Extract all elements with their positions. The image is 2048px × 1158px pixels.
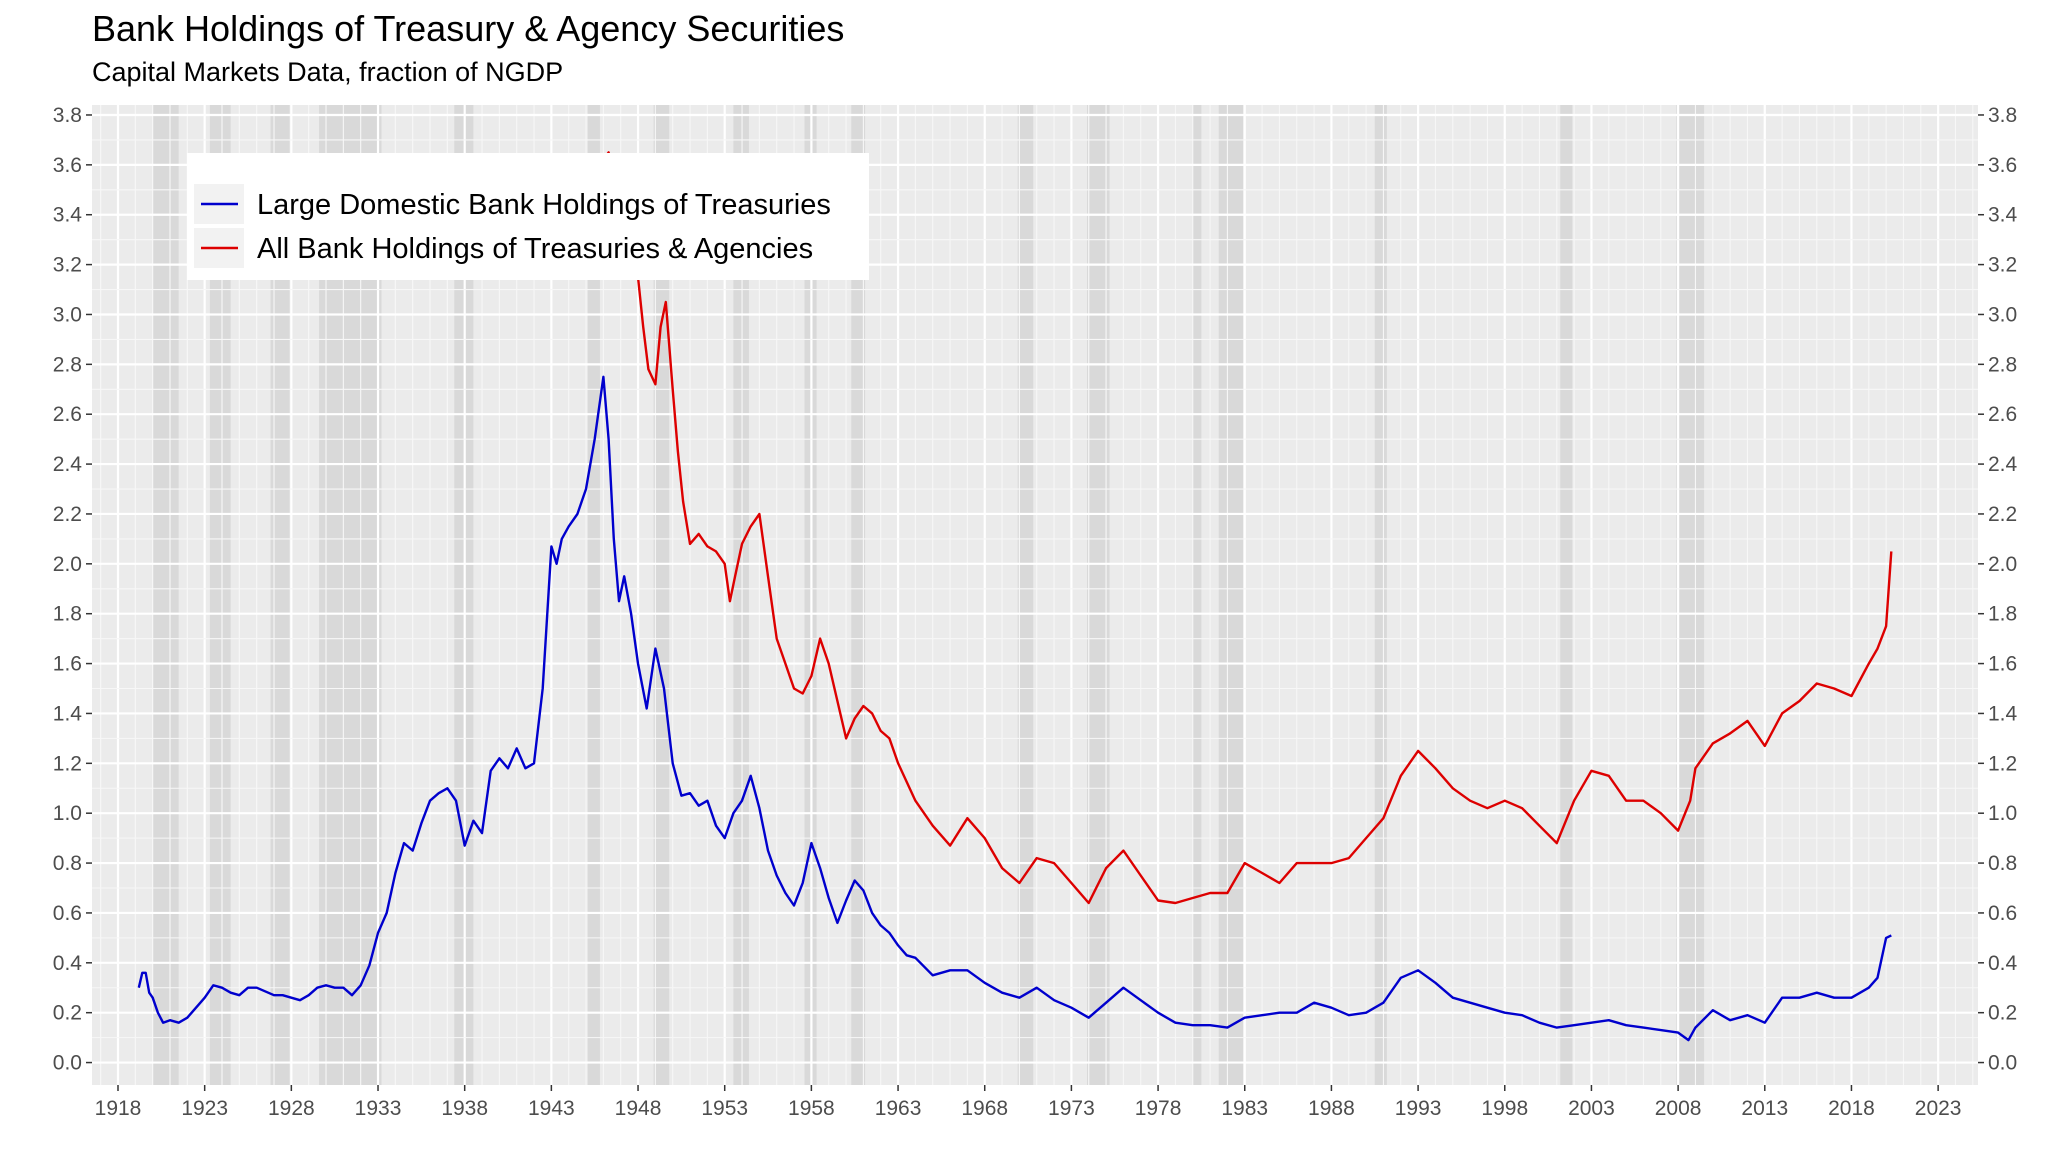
chart-subtitle: Capital Markets Data, fraction of NGDP	[92, 57, 564, 87]
x-tick-label: 2008	[1655, 1097, 1702, 1120]
y-tick-label: 1.6	[53, 653, 82, 676]
y-tick-label: 1.4	[53, 702, 83, 725]
legend-box	[187, 153, 869, 280]
recession-band	[1560, 105, 1573, 1085]
x-tick-label: 1928	[268, 1097, 315, 1120]
recession-band	[1218, 105, 1244, 1085]
x-tick-label: 1983	[1221, 1097, 1268, 1120]
x-tick-label: 1963	[875, 1097, 922, 1120]
legend-label: All Bank Holdings of Treasuries & Agenci…	[257, 233, 813, 265]
y-tick-label: 3.0	[53, 303, 82, 326]
recession-band	[270, 105, 290, 1085]
recession-band	[1017, 105, 1034, 1085]
series-line	[137, 375, 1892, 1042]
series-line	[602, 151, 1893, 905]
series-lines	[137, 151, 1893, 1042]
recession-band	[587, 105, 600, 1085]
x-tick-label: 1988	[1308, 1097, 1355, 1120]
recession-band	[1192, 105, 1202, 1085]
y-tick-label: 0.0	[53, 1052, 82, 1075]
recession-band	[152, 105, 179, 1085]
axes: 0.0 0.0 0.2 0.2 0.4 0.4 0.6 0.6 0.8 0.8 1.0 1.0 1.2 1…	[53, 104, 2018, 1120]
y-tick-label: 0.8	[53, 852, 82, 875]
x-tick-label: 1978	[1135, 1097, 1182, 1120]
x-tick-label: 1973	[1048, 1097, 1095, 1120]
recession-band	[209, 105, 231, 1085]
y-tick-label: 2.2	[53, 503, 82, 526]
y-tick-label: 0.2	[53, 1002, 82, 1025]
y-tick-label: 0.4	[53, 952, 83, 975]
y2-tick-label: 1.0	[1988, 802, 2017, 825]
y2-tick-label: 3.6	[1988, 154, 2017, 177]
x-tick-label: 2013	[1741, 1097, 1788, 1120]
y-tick-label: 3.6	[53, 154, 82, 177]
y2-tick-label: 1.8	[1988, 603, 2017, 626]
x-tick-label: 1918	[95, 1097, 142, 1120]
recession-band	[733, 105, 749, 1085]
x-tick-label: 2003	[1568, 1097, 1615, 1120]
y2-tick-label: 0.0	[1988, 1052, 2017, 1075]
y2-tick-label: 0.4	[1988, 952, 2018, 975]
y2-tick-label: 3.2	[1988, 254, 2017, 277]
y2-tick-label: 2.0	[1988, 553, 2017, 576]
y2-tick-label: 3.0	[1988, 303, 2017, 326]
x-tick-label: 2018	[1828, 1097, 1875, 1120]
x-tick-label: 2023	[1915, 1097, 1962, 1120]
y2-tick-label: 2.6	[1988, 403, 2017, 426]
y2-tick-label: 2.4	[1988, 453, 2018, 476]
x-tick-label: 1998	[1481, 1097, 1528, 1120]
x-tick-label: 1933	[355, 1097, 402, 1120]
y-tick-label: 2.0	[53, 553, 82, 576]
x-tick-label: 1953	[701, 1097, 748, 1120]
recession-band	[851, 105, 866, 1085]
x-tick-label: 1923	[181, 1097, 228, 1120]
legend-label: Large Domestic Bank Holdings of Treasuri…	[257, 189, 831, 221]
x-tick-label: 1968	[961, 1097, 1008, 1120]
y-tick-label: 2.4	[53, 453, 83, 476]
x-tick-label: 1943	[528, 1097, 575, 1120]
y-tick-label: 0.6	[53, 902, 82, 925]
y2-tick-label: 1.4	[1988, 702, 2018, 725]
y2-tick-label: 2.2	[1988, 503, 2017, 526]
recession-band	[1676, 105, 1705, 1085]
y-tick-label: 3.4	[53, 204, 83, 227]
y2-tick-label: 2.8	[1988, 353, 2017, 376]
recession-band	[1087, 105, 1110, 1085]
x-tick-label: 1948	[615, 1097, 662, 1120]
y-tick-label: 1.2	[53, 752, 82, 775]
x-tick-label: 1993	[1395, 1097, 1442, 1120]
y2-tick-label: 1.6	[1988, 653, 2017, 676]
y2-tick-label: 0.6	[1988, 902, 2017, 925]
y2-tick-label: 3.4	[1988, 204, 2018, 227]
y-tick-label: 2.6	[53, 403, 82, 426]
y-tick-label: 3.2	[53, 254, 82, 277]
x-tick-label: 1958	[788, 1097, 835, 1120]
chart-title: Bank Holdings of Treasury & Agency Secur…	[92, 8, 845, 49]
y2-tick-label: 3.8	[1988, 104, 2017, 127]
x-tick-label: 1938	[441, 1097, 488, 1120]
y-tick-label: 2.8	[53, 353, 82, 376]
y-tick-label: 1.8	[53, 603, 82, 626]
y2-tick-label: 0.2	[1988, 1002, 2017, 1025]
legend: Large Domestic Bank Holdings of Treasuri…	[187, 153, 869, 280]
y2-tick-label: 1.2	[1988, 752, 2017, 775]
y2-tick-label: 0.8	[1988, 852, 2017, 875]
y-tick-label: 3.8	[53, 104, 82, 127]
y-tick-label: 1.0	[53, 802, 82, 825]
